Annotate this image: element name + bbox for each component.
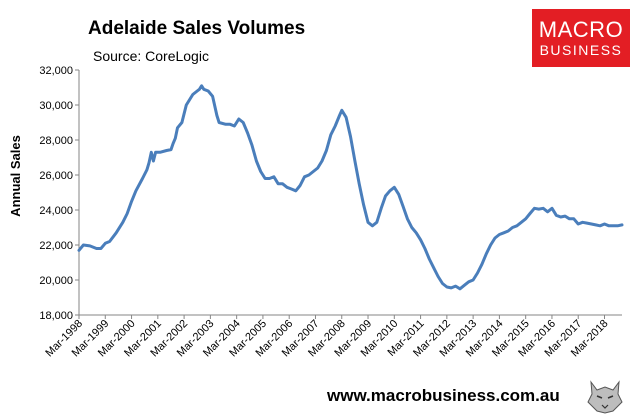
macrobusiness-logo: MACRO BUSINESS [532,9,630,67]
y-tick-label: 26,000 [39,170,73,182]
series-line-0 [77,84,624,291]
y-tick-label: 32,000 [39,65,73,77]
y-tick-label: 28,000 [39,135,73,147]
series-group [77,84,624,291]
logo-text-macro: MACRO [538,17,624,42]
y-tick-label: 30,000 [39,100,73,112]
wolf-logo-icon [587,380,623,414]
chart-source: Source: CoreLogic [93,48,209,64]
y-axis-title: Annual Sales [8,135,23,217]
chart-title: Adelaide Sales Volumes [88,18,306,39]
footer-website-url: www.macrobusiness.com.au [327,386,560,405]
y-tick-label: 22,000 [39,240,73,252]
y-tick-label: 20,000 [39,275,73,287]
logo-text-business: BUSINESS [539,42,623,58]
y-tick-label: 18,000 [39,310,73,322]
y-axis-ticks: 18,000 20,000 22,000 24,000 26,000 28,000 30,0… [39,65,79,322]
x-axis-ticks: Mar-1998Mar-1999Mar-2000Mar-2001Mar-2002… [43,315,611,359]
y-tick-label: 24,000 [39,205,73,217]
